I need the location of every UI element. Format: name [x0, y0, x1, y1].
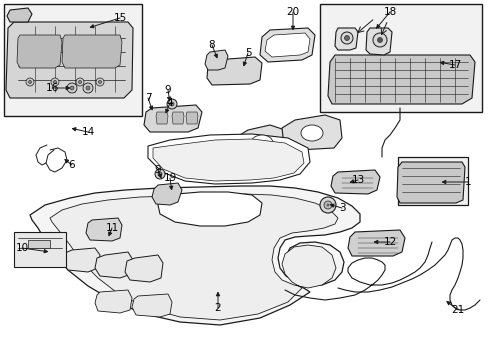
- Circle shape: [51, 78, 59, 86]
- Circle shape: [86, 86, 90, 90]
- Text: 11: 11: [105, 223, 119, 233]
- Text: 6: 6: [68, 160, 75, 170]
- Text: 21: 21: [450, 305, 464, 315]
- Polygon shape: [132, 294, 172, 317]
- Text: 4: 4: [166, 98, 173, 108]
- Circle shape: [28, 81, 31, 84]
- Circle shape: [158, 172, 162, 176]
- Circle shape: [53, 81, 57, 84]
- Polygon shape: [172, 112, 183, 124]
- Polygon shape: [327, 55, 474, 104]
- Polygon shape: [62, 35, 122, 68]
- Polygon shape: [206, 57, 262, 85]
- Polygon shape: [158, 192, 262, 226]
- Bar: [4, 4, 142, 116]
- Text: 17: 17: [447, 60, 461, 70]
- Circle shape: [170, 102, 174, 106]
- Polygon shape: [86, 218, 122, 241]
- Text: 9: 9: [164, 85, 171, 95]
- Circle shape: [67, 83, 77, 93]
- Bar: [14, 232, 66, 267]
- Text: 15: 15: [113, 13, 126, 23]
- Circle shape: [167, 99, 177, 109]
- Polygon shape: [148, 134, 309, 184]
- Bar: [397, 157, 467, 205]
- Polygon shape: [365, 28, 391, 55]
- Text: 18: 18: [383, 7, 396, 17]
- Text: 20: 20: [286, 7, 299, 17]
- Bar: [319, 4, 481, 112]
- Text: 16: 16: [45, 83, 59, 93]
- Polygon shape: [17, 35, 62, 68]
- Ellipse shape: [250, 135, 272, 151]
- Polygon shape: [50, 194, 337, 320]
- Circle shape: [319, 197, 335, 213]
- Circle shape: [98, 81, 102, 84]
- Text: 10: 10: [16, 243, 28, 253]
- Circle shape: [26, 78, 34, 86]
- Polygon shape: [153, 139, 304, 181]
- Polygon shape: [235, 125, 287, 160]
- Polygon shape: [6, 22, 133, 98]
- Polygon shape: [95, 252, 133, 278]
- Text: 2: 2: [214, 303, 221, 313]
- Circle shape: [326, 203, 329, 207]
- Circle shape: [344, 36, 349, 41]
- Text: 9: 9: [154, 165, 161, 175]
- Circle shape: [96, 78, 104, 86]
- Circle shape: [70, 86, 74, 90]
- Text: 13: 13: [351, 175, 364, 185]
- Polygon shape: [152, 183, 182, 205]
- Text: 12: 12: [383, 237, 396, 247]
- Polygon shape: [334, 28, 357, 50]
- Circle shape: [76, 78, 84, 86]
- Polygon shape: [143, 105, 202, 132]
- Text: 19: 19: [163, 173, 176, 183]
- Text: 1: 1: [464, 177, 470, 187]
- Text: 8: 8: [208, 40, 215, 50]
- Ellipse shape: [301, 125, 323, 141]
- Circle shape: [79, 81, 81, 84]
- Text: 14: 14: [81, 127, 95, 137]
- Bar: [28, 240, 50, 248]
- Circle shape: [324, 201, 331, 209]
- Circle shape: [83, 83, 93, 93]
- Circle shape: [372, 33, 386, 47]
- Text: 3: 3: [338, 203, 345, 213]
- Polygon shape: [396, 162, 464, 203]
- Polygon shape: [95, 290, 132, 313]
- Polygon shape: [282, 115, 341, 150]
- Polygon shape: [330, 170, 379, 194]
- Text: 5: 5: [244, 48, 251, 58]
- Polygon shape: [260, 28, 314, 62]
- Circle shape: [377, 37, 382, 42]
- Polygon shape: [156, 112, 168, 124]
- Polygon shape: [204, 50, 227, 70]
- Polygon shape: [185, 112, 198, 124]
- Polygon shape: [7, 8, 32, 22]
- Polygon shape: [63, 248, 100, 272]
- Polygon shape: [30, 186, 359, 325]
- Circle shape: [155, 169, 164, 179]
- Circle shape: [340, 32, 352, 44]
- Polygon shape: [347, 230, 404, 256]
- Polygon shape: [264, 33, 309, 57]
- Polygon shape: [125, 255, 163, 282]
- Text: 7: 7: [144, 93, 151, 103]
